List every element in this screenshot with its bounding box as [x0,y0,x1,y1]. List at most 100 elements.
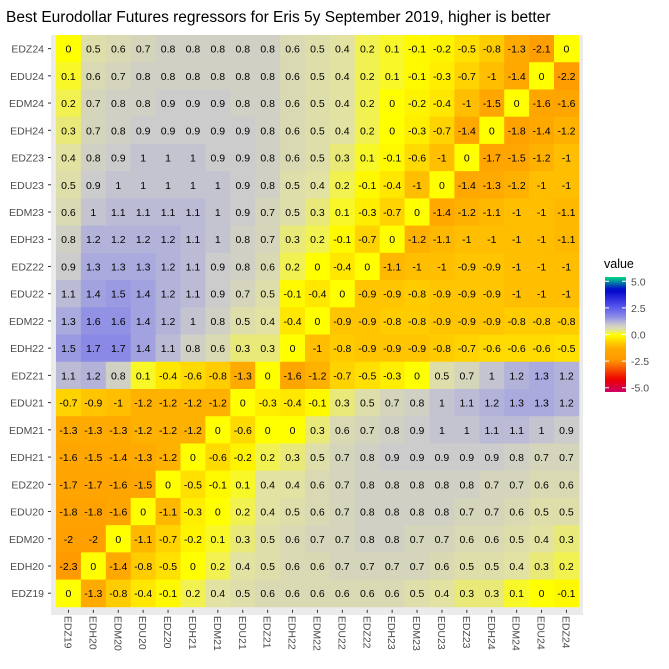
cell-value-label: -1.4 [533,125,551,137]
heatmap-cell [280,89,306,118]
cell-value-label: 1.4 [136,289,151,301]
cell-value-label: -0.8 [109,588,127,600]
cell-value-label: 0.9 [186,98,201,110]
heatmap-cell [454,497,480,526]
cell-value-label: 0.7 [460,370,475,382]
cell-value-label: -0.1 [333,234,351,246]
cell-value-label: -1.8 [59,507,77,519]
legend-tick-label: -2.5 [631,356,649,368]
cell-value-label: -0.8 [408,316,426,328]
cell-value-label: 1.2 [111,234,126,246]
cell-value-label: 0 [489,125,495,137]
heatmap-cell [429,470,455,499]
cell-value-label: -1 [512,261,521,273]
cell-value-label: -1.2 [159,398,177,410]
cell-value-label: -1.3 [59,425,77,437]
cell-value-label: 0.5 [435,370,450,382]
cell-value-label: -1.2 [508,180,526,192]
cell-value-label: 0.5 [484,561,499,573]
heatmap-cell [554,334,580,363]
heatmap-cell [329,198,356,227]
cell-value-label: 0.2 [235,507,250,519]
heatmap-cell [454,225,480,254]
cell-value-label: 0.7 [335,452,350,464]
cell-value-label: 0.8 [435,479,450,491]
y-tick-label: EDH24 [10,125,44,137]
cell-value-label: 0.9 [61,261,76,273]
heatmap-cell [180,89,206,118]
cell-value-label: -1 [537,261,546,273]
heatmap-cell [105,470,132,499]
heatmap-cell [504,416,530,444]
cell-value-label: -0.8 [533,316,551,328]
heatmap-cell [379,552,405,580]
heatmap-cell [454,35,480,63]
cell-value-label: 0.7 [385,398,400,410]
heatmap-cell [255,579,281,608]
heatmap-cell [105,198,132,227]
heatmap-cell [504,143,530,172]
x-tick-label: EDH21 [186,616,198,650]
cell-value-label: 1.3 [111,261,126,273]
x-tick-label: EDM23 [410,616,422,651]
heatmap-cell [404,470,430,499]
cell-value-label: 0.9 [211,98,226,110]
heatmap-cell [429,116,455,145]
heatmap-cell [354,143,381,172]
cell-value-label: -1 [537,207,546,219]
heatmap-cell [180,388,206,417]
cell-value-label: -0.9 [433,316,451,328]
heatmap-cell [155,198,181,227]
cell-value-label: 1 [190,153,196,165]
heatmap-cell [80,307,107,335]
cell-value-label: 0.5 [235,316,250,328]
cell-value-label: -1.2 [134,398,152,410]
cell-value-label: 1 [140,180,146,192]
legend-tick-label: 2.5 [631,303,646,315]
y-axis: EDZ24 EDU24 EDM24 EDH24 EDZ23 EDU23 EDM23 EDH23… [9,44,51,600]
cell-value-label: 0.2 [186,588,201,600]
heatmap-cell [305,280,331,308]
cell-value-label: 1.2 [559,398,574,410]
cell-value-label: 1.1 [161,343,176,355]
cell-value-label: 0 [215,425,221,437]
heatmap-cell [454,361,480,390]
cell-value-label: -0.9 [458,289,476,301]
heatmap-cell [504,525,530,553]
heatmap-cell [504,307,530,335]
heatmap-cell [504,334,530,363]
cell-value-label: 0 [389,98,395,110]
cell-value-label: -1 [512,234,521,246]
x-axis: EDZ19 EDH20 EDM20 EDU20 EDZ20 EDH21 EDM21 EDU21… [61,609,571,651]
heatmap-cell [329,416,356,444]
cell-value-label: 0 [514,98,520,110]
cell-value-label: 1.1 [484,425,499,437]
cell-value-label: 0.2 [360,71,375,83]
heatmap-cell [454,525,480,553]
heatmap-cell [479,35,505,63]
heatmap-cell [529,280,555,308]
heatmap-cell [379,116,405,145]
cell-value-label: 0 [315,261,321,273]
cell-value-label: -0.4 [308,289,326,301]
heatmap-cell [554,416,580,444]
cell-value-label: 0.1 [235,479,250,491]
cell-value-label: 0.6 [509,507,524,519]
heatmap-cell [255,62,281,90]
cell-value-label: 0.2 [61,98,76,110]
cell-value-label: 0.6 [86,71,101,83]
cell-value-label: -1.5 [84,452,102,464]
x-tick-label: EDM24 [510,616,522,651]
cell-value-label: 1.2 [559,370,574,382]
cell-value-label: -0.8 [508,316,526,328]
cell-value-label: -0.7 [433,125,451,137]
heatmap-cell [305,252,331,281]
cell-value-label: 0.4 [335,125,350,137]
cell-value-label: 1.4 [136,343,151,355]
cell-value-label: 0 [190,561,196,573]
cell-value-label: 1.1 [460,398,475,410]
heatmap-cell [529,525,555,553]
heatmap-cell [554,388,580,417]
cell-value-label: -0.3 [259,398,277,410]
